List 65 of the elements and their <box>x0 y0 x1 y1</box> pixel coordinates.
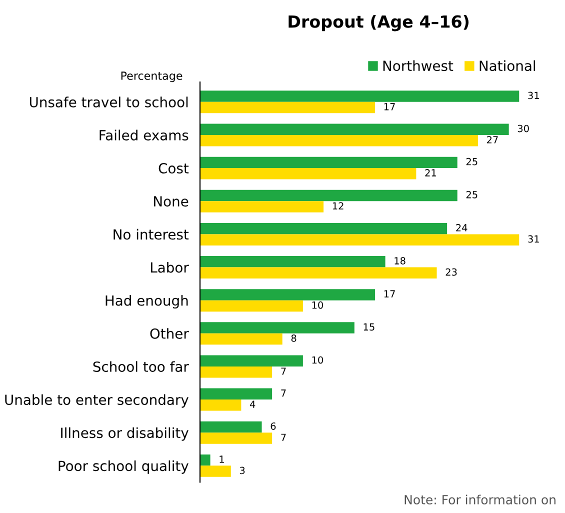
data-label: 12 <box>332 202 344 210</box>
bar <box>200 466 231 477</box>
data-label: 7 <box>281 390 286 397</box>
bar <box>200 400 242 411</box>
y-tick-label: Unsafe travel to school <box>30 96 188 108</box>
bar <box>200 300 303 312</box>
legend-label: National <box>480 60 536 72</box>
x-axis-title: Percentage <box>121 72 182 82</box>
data-label: 10 <box>312 301 324 309</box>
data-label: 24 <box>456 224 468 232</box>
y-tick-label: Poor school quality <box>58 460 188 474</box>
data-label: 30 <box>518 124 529 132</box>
data-label: 8 <box>291 334 296 342</box>
bar <box>200 124 509 135</box>
chart-title: Dropout (Age 4–16) <box>288 14 469 32</box>
data-label: 31 <box>528 92 539 100</box>
bar <box>200 156 458 168</box>
data-label: 6 <box>270 422 276 430</box>
data-label: 7 <box>281 434 286 441</box>
bar <box>200 256 386 268</box>
text: Note: For information on <box>404 494 556 504</box>
y-tick-label: Failed exams <box>100 130 188 140</box>
bar <box>200 90 520 102</box>
bar <box>200 421 262 433</box>
data-label: 4 <box>250 400 256 408</box>
y-tick-label: School too far <box>93 361 189 372</box>
y-tick-label: Illness or disability <box>61 427 188 441</box>
data-label: 31 <box>528 235 539 243</box>
data-label: 21 <box>425 169 436 176</box>
bar <box>200 366 272 378</box>
data-label: 10 <box>312 356 324 364</box>
data-label: 17 <box>384 103 395 110</box>
bar <box>200 322 354 334</box>
bar <box>200 222 448 234</box>
data-label: 23 <box>446 268 457 276</box>
bar <box>200 355 303 366</box>
bar <box>200 134 478 146</box>
y-tick-label: None <box>154 196 188 207</box>
data-label: 25 <box>466 190 478 198</box>
data-label: 1 <box>220 456 224 463</box>
data-label: 25 <box>466 158 478 166</box>
y-tick-label: No interest <box>114 228 189 240</box>
y-tick-label: Unable to enter secondary <box>5 394 188 408</box>
bar <box>200 454 210 466</box>
data-label: 18 <box>394 257 406 264</box>
legend-label: Northwest <box>383 60 454 72</box>
data-label: 17 <box>384 290 395 298</box>
bar <box>200 234 520 246</box>
bar <box>200 102 376 114</box>
bar <box>200 289 376 300</box>
data-label: 15 <box>364 323 374 331</box>
bar <box>200 432 272 444</box>
data-label: 3 <box>240 466 245 474</box>
bar <box>200 190 458 202</box>
data-label: 7 <box>281 368 286 375</box>
y-tick-label: Other <box>150 328 189 339</box>
y-tick-label: Labor <box>150 262 189 273</box>
y-tick-label: Cost <box>158 163 189 174</box>
bar <box>200 201 324 212</box>
bar <box>200 333 282 345</box>
y-tick-label: Had enough <box>106 295 188 309</box>
bar <box>200 267 437 279</box>
bar <box>200 168 416 180</box>
data-label: 27 <box>487 136 498 144</box>
bar <box>200 388 272 400</box>
